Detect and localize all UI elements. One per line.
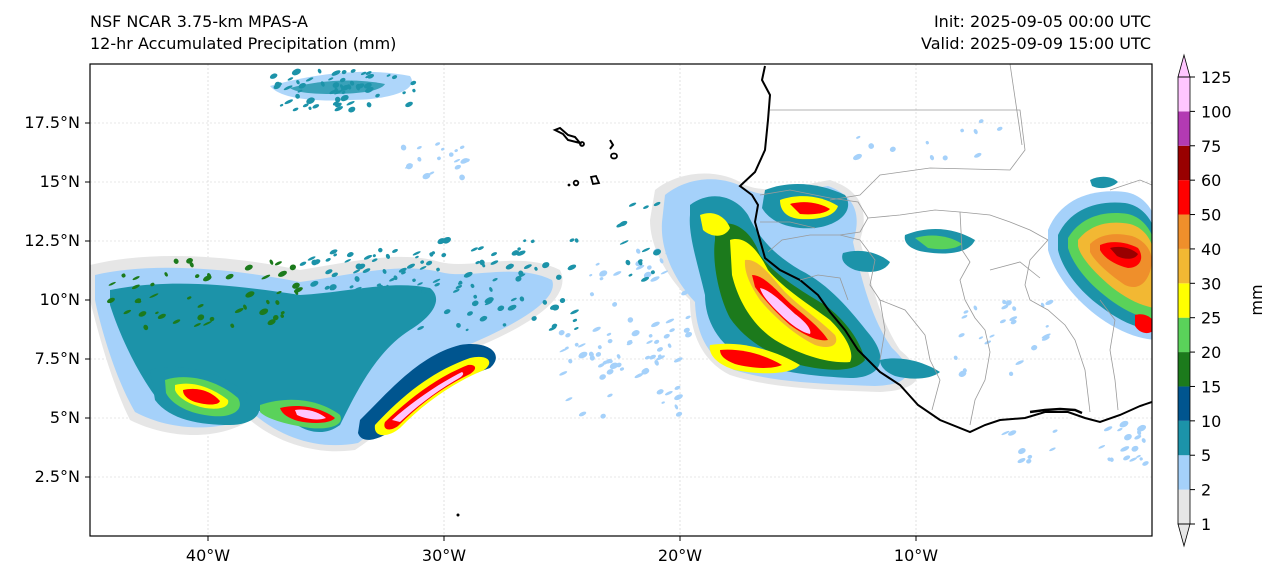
- precip-east-system: [1048, 176, 1152, 340]
- latitude-axis: 2.5°N 5°N 7.5°N 10°N 12.5°N 15°N 17.5°N: [24, 113, 90, 486]
- lat-tick-label: 12.5°N: [24, 231, 80, 250]
- colorbar-level-label: 100: [1201, 102, 1232, 121]
- lat-tick-label: 7.5°N: [35, 349, 80, 368]
- colorbar-level-label: 30: [1201, 274, 1221, 293]
- precip-west-atlantic: [90, 71, 563, 452]
- lat-tick-label: 5°N: [50, 408, 80, 427]
- lon-tick-label: 10°W: [894, 546, 938, 565]
- colorbar-level-label: 25: [1201, 309, 1221, 328]
- colorbar-swatch: [1178, 180, 1190, 215]
- colorbar-swatch: [1178, 111, 1190, 146]
- colorbar-level-label: 20: [1201, 343, 1221, 362]
- field-name: 12-hr Accumulated Precipitation (mm): [90, 34, 397, 53]
- colorbar-swatch: [1178, 317, 1190, 353]
- valid-time: Valid: 2025-09-09 15:00 UTC: [920, 34, 1151, 53]
- colorbar-swatch: [1178, 489, 1190, 524]
- colorbar-swatch: [1178, 77, 1190, 112]
- coastline: [456, 65, 1152, 517]
- init-time: Init: 2025-09-05 00:00 UTC: [933, 12, 1151, 31]
- colorbar-swatch: [1178, 455, 1190, 490]
- colorbar-level-label: 15: [1201, 377, 1221, 396]
- colorbar-level-label: 1: [1201, 515, 1211, 534]
- lon-tick-label: 20°W: [658, 546, 702, 565]
- colorbar-swatch: [1178, 420, 1190, 456]
- colorbar-level-label: 50: [1201, 206, 1221, 225]
- colorbar-level-label: 10: [1201, 412, 1221, 431]
- colorbar-unit-label: mm: [1247, 284, 1266, 315]
- lat-tick-label: 10°N: [40, 290, 80, 309]
- colorbar-swatch: [1178, 283, 1190, 318]
- colorbar-extend-min: [1177, 523, 1191, 548]
- colorbar-level-label: 2: [1201, 481, 1211, 500]
- colorbar-level-label: 75: [1201, 137, 1221, 156]
- lon-tick-label: 40°W: [186, 546, 230, 565]
- longitude-axis: 40°W 30°W 20°W 10°W: [186, 536, 938, 565]
- colorbar-frame: [1177, 76, 1191, 525]
- scattered-precip-cells: [107, 68, 1149, 466]
- map-title: NSF NCAR 3.75-km MPAS-A 12-hr Accumulate…: [90, 11, 396, 55]
- model-name: NSF NCAR 3.75-km MPAS-A: [90, 12, 308, 31]
- colorbar-swatch: [1178, 352, 1190, 387]
- colorbar-swatch: [1178, 248, 1190, 284]
- colorbar-swatch: [1178, 386, 1190, 421]
- lon-tick-label: 30°W: [422, 546, 466, 565]
- country-borders: [759, 64, 1152, 426]
- colorbar-level-label: 5: [1201, 446, 1211, 465]
- colorbar-swatch: [1178, 214, 1190, 249]
- colorbar-level-label: 40: [1201, 240, 1221, 259]
- colorbar-swatch: [1178, 145, 1190, 181]
- lat-tick-label: 17.5°N: [24, 113, 80, 132]
- colorbar-level-label: 125: [1201, 68, 1232, 87]
- colorbar-level-label: 60: [1201, 171, 1221, 190]
- lat-tick-label: 15°N: [40, 172, 80, 191]
- map-times: Init: 2025-09-05 00:00 UTC Valid: 2025-0…: [921, 11, 1151, 55]
- precip-west-africa-coast: [650, 173, 975, 392]
- lat-tick-label: 2.5°N: [35, 467, 80, 486]
- colorbar-extend-max: [1177, 53, 1191, 78]
